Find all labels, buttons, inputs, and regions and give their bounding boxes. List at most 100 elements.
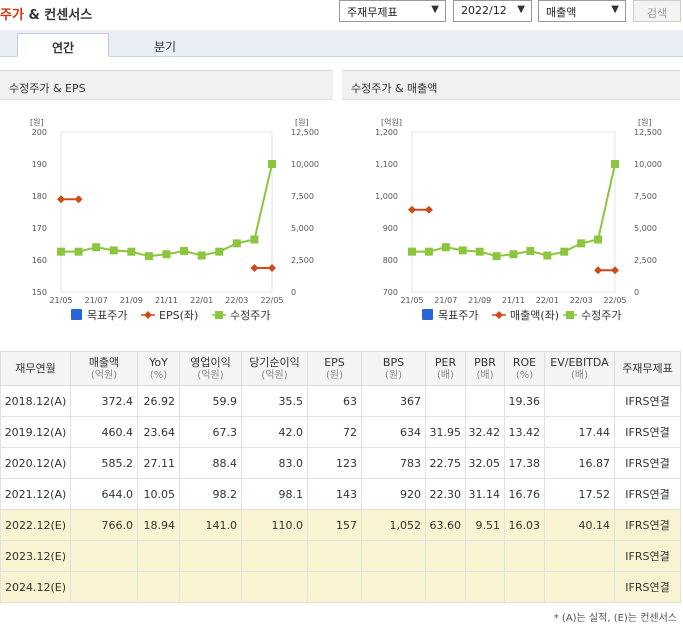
column-header: BPS (원) bbox=[361, 351, 426, 386]
data-point-square bbox=[127, 247, 136, 256]
column-header: 재무연월 bbox=[0, 351, 71, 386]
column-header-label: 영업이익 bbox=[190, 355, 231, 369]
chevron-down-icon: ▼ bbox=[517, 4, 525, 15]
table-cell: 17.44 bbox=[544, 416, 615, 448]
x-axis-tick-label: 22/03 bbox=[570, 296, 593, 305]
x-axis-tick-label: 21/11 bbox=[155, 296, 178, 305]
data-point-diamond bbox=[250, 264, 259, 272]
data-point-square bbox=[509, 250, 518, 259]
legend-marker-left-series bbox=[144, 311, 152, 319]
left-axis-tick-label: 700 bbox=[383, 288, 398, 297]
x-axis-tick-label: 22/03 bbox=[225, 296, 248, 305]
table-cell: 63.60 bbox=[425, 509, 466, 541]
column-header: ROE (%) bbox=[504, 351, 545, 386]
legend-label: EPS(좌) bbox=[159, 309, 198, 322]
basis-select-value: 주재무제표 bbox=[347, 6, 398, 19]
table-cell: 110.0 bbox=[241, 509, 308, 541]
table-cell bbox=[425, 385, 466, 417]
page-title-rest: & 컨센서스 bbox=[23, 8, 93, 23]
table-cell: 16.87 bbox=[544, 447, 615, 479]
table-cell: 23.64 bbox=[137, 416, 180, 448]
search-button[interactable]: 검색 bbox=[633, 0, 681, 22]
table-cell: 13.42 bbox=[504, 416, 545, 448]
table-cell: 22.30 bbox=[425, 478, 466, 510]
table-cell: 59.9 bbox=[179, 385, 242, 417]
table-cell: 88.4 bbox=[179, 447, 242, 479]
plot-area bbox=[60, 131, 273, 293]
x-axis-tick-label: 22/01 bbox=[536, 296, 559, 305]
data-point-square bbox=[458, 246, 467, 255]
tab-annual[interactable]: 연간 bbox=[17, 33, 109, 57]
data-point-square bbox=[74, 247, 83, 256]
column-header: PER (배) bbox=[425, 351, 466, 386]
data-point-square bbox=[232, 239, 241, 248]
right-axis-tick-label: 0 bbox=[634, 288, 639, 297]
table-cell bbox=[179, 540, 242, 572]
row-period: 2020.12(A) bbox=[0, 447, 71, 479]
left-axis-tick-label: 800 bbox=[383, 256, 398, 265]
data-point-square bbox=[268, 160, 276, 168]
table-cell: 32.42 bbox=[465, 416, 505, 448]
column-header-unit: (배) bbox=[436, 369, 454, 381]
legend-marker-target-price bbox=[422, 309, 433, 320]
table-cell: 19.36 bbox=[504, 385, 545, 417]
table-cell: 16.76 bbox=[504, 478, 545, 510]
table-row: 2019.12(A) 460.4 23.64 67.3 42.0 72 634 31.95 32… bbox=[0, 416, 681, 448]
column-header-unit: (억원) bbox=[197, 369, 224, 381]
data-point-square bbox=[57, 247, 65, 256]
row-basis: IFRS연결 bbox=[614, 447, 681, 479]
table-cell: 143 bbox=[307, 478, 362, 510]
table-cell: 10.05 bbox=[137, 478, 180, 510]
data-point-square bbox=[250, 235, 259, 244]
table-cell: 460.4 bbox=[70, 416, 138, 448]
column-header-unit: (배) bbox=[570, 369, 588, 381]
header: 주가 & 컨센서스 주재무제표 ▼ 2022/12 ▼ 매출액 ▼ 검색 bbox=[0, 0, 683, 26]
basis-select[interactable]: 주재무제표 ▼ bbox=[339, 0, 446, 22]
left-axis-tick-label: 190 bbox=[32, 160, 47, 169]
right-axis-tick-label: 7,500 bbox=[634, 192, 657, 201]
column-header-label: PER bbox=[434, 355, 457, 369]
x-axis-tick-label: 21/07 bbox=[434, 296, 457, 305]
table-cell: 157 bbox=[307, 509, 362, 541]
table-cell: 141.0 bbox=[179, 509, 242, 541]
table-cell: 22.75 bbox=[425, 447, 466, 479]
tab-quarterly[interactable]: 분기 bbox=[153, 40, 177, 54]
table-cell: 26.92 bbox=[137, 385, 180, 417]
x-axis-tick-label: 21/05 bbox=[49, 296, 72, 305]
row-period: 2021.12(A) bbox=[0, 478, 71, 510]
column-header-unit: (억원) bbox=[90, 369, 118, 381]
x-axis-tick-label: 21/05 bbox=[400, 296, 423, 305]
column-header: 영업이익 (억원) bbox=[179, 351, 242, 386]
legend-label: 목표주가 bbox=[87, 309, 127, 322]
data-point-square bbox=[109, 246, 118, 255]
legend-marker-left-series bbox=[495, 311, 503, 319]
table-row: 2020.12(A) 585.2 27.11 88.4 83.0 123 783 22.75 3… bbox=[0, 447, 681, 479]
data-point-square bbox=[441, 243, 450, 252]
chevron-down-icon: ▼ bbox=[611, 4, 619, 15]
table-row: 2021.12(A) 644.0 10.05 98.2 98.1 143 920 22.30 3… bbox=[0, 478, 681, 510]
row-basis: IFRS연결 bbox=[614, 385, 681, 417]
left-axis-unit: [억원] bbox=[381, 117, 402, 127]
legend-label: 매출액(좌) bbox=[510, 309, 559, 322]
table-cell: 16.03 bbox=[504, 509, 545, 541]
column-header: PBR (배) bbox=[465, 351, 505, 386]
table-cell: 372.4 bbox=[70, 385, 138, 417]
data-point-diamond bbox=[611, 266, 619, 275]
data-point-square bbox=[526, 247, 535, 256]
chevron-down-icon: ▼ bbox=[431, 4, 439, 15]
x-axis-tick-label: 22/05 bbox=[260, 296, 283, 305]
right-axis-tick-label: 10,000 bbox=[634, 160, 662, 169]
column-header-unit: (%) bbox=[515, 369, 534, 381]
table-cell bbox=[465, 540, 505, 572]
table-cell: 920 bbox=[361, 478, 426, 510]
right-axis-tick-label: 10,000 bbox=[291, 160, 319, 169]
period-select[interactable]: 2022/12 ▼ bbox=[453, 0, 532, 22]
table-cell: 9.51 bbox=[465, 509, 505, 541]
table-cell: 67.3 bbox=[179, 416, 242, 448]
table-cell bbox=[544, 385, 615, 417]
eps-price-chart: [원] [원] 150 160 170 180 190 200 0 2,500 5,000 7,500… bbox=[30, 118, 319, 322]
metric-select[interactable]: 매출액 ▼ bbox=[538, 0, 626, 22]
data-point-square bbox=[144, 252, 153, 261]
page-title: 주가 & 컨센서스 bbox=[0, 4, 92, 23]
financial-table: 재무연월 매출액 (억원) YoY (%) 영업이익 (억원) 당기순이익 (억원) EPS (원)… bbox=[0, 351, 681, 603]
